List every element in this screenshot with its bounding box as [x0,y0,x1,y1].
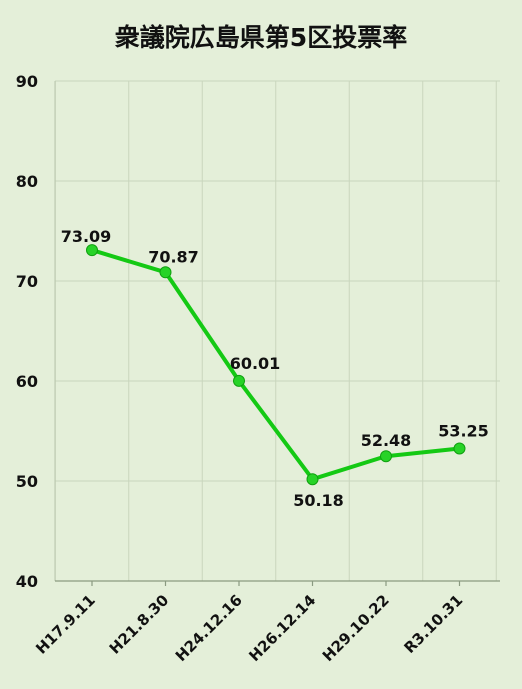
data-label: 60.01 [230,354,281,373]
data-points [86,244,466,486]
data-point [159,266,172,279]
data-label: 52.48 [361,431,412,450]
y-tick-label: 60 [16,372,38,391]
data-label: 53.25 [438,422,489,441]
y-tick-label: 40 [16,572,38,591]
chart-title: 衆議院広島県第5区投票率 [115,23,407,52]
series-line [90,248,462,482]
axes [54,81,500,586]
data-label: 50.18 [293,491,344,510]
data-labels: 73.09 70.87 60.01 50.18 52.48 53.25 [61,227,489,510]
series-line-group [90,248,462,482]
data-label: 70.87 [148,247,199,266]
y-tick-label: 50 [16,472,38,491]
y-tick-label: 80 [16,172,38,191]
data-point [380,450,392,463]
y-axis-tick-labels: 40 50 60 70 80 90 [16,72,38,591]
y-tick-label: 70 [16,272,38,291]
data-point [453,442,466,455]
data-point [86,244,98,257]
y-tick-label: 90 [16,72,38,91]
data-label: 73.09 [61,227,112,246]
data-point [306,473,319,486]
data-point [233,374,245,387]
